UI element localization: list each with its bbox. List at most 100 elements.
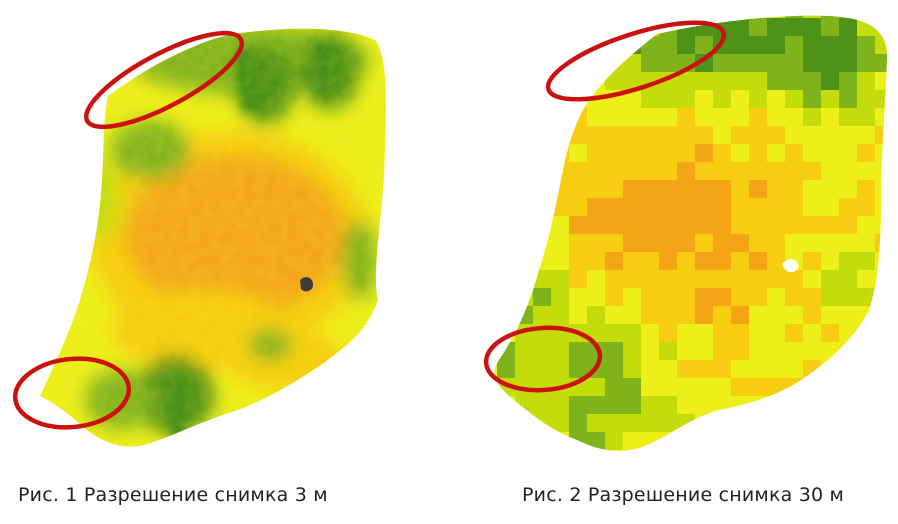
pixel-cell [497, 342, 516, 361]
pixel-cell [785, 162, 804, 181]
pixel-cell [587, 72, 606, 91]
pixel-cell [659, 252, 678, 271]
pixel-cell [551, 144, 570, 163]
pixel-cell [515, 36, 534, 55]
pixel-cell [731, 216, 750, 235]
pixel-cell [587, 54, 606, 73]
pixel-cell [587, 198, 606, 217]
pixel-cell [749, 90, 768, 109]
pixel-cell [623, 180, 642, 199]
pixel-cell [551, 36, 570, 55]
pixel-cell [857, 162, 876, 181]
pixel-cell [515, 288, 534, 307]
pixel-cell [785, 324, 804, 343]
pixel-cell [713, 432, 732, 451]
pixel-cell [605, 378, 624, 397]
pixel-cell [803, 288, 822, 307]
pixel-cell [641, 414, 660, 433]
pixel-cell [767, 396, 786, 415]
pixel-cell [605, 324, 624, 343]
pixel-cell [659, 180, 678, 199]
pixel-cell [695, 252, 714, 271]
pixel-cell [677, 234, 696, 253]
pixel-cell [677, 126, 696, 145]
pixel-cell [551, 180, 570, 199]
pixel-cell [641, 396, 660, 415]
pixel-cell [515, 432, 534, 451]
pixel-cell [893, 216, 898, 235]
pixel-cell [893, 324, 898, 343]
pixel-cell [803, 252, 822, 271]
pixel-cell [821, 468, 840, 470]
pixel-cell [767, 360, 786, 379]
pixel-cell [587, 270, 606, 289]
pixel-cell [731, 126, 750, 145]
highlight-ellipse-bottom [12, 356, 132, 430]
pixel-cell [659, 288, 678, 307]
pixel-cell [515, 414, 534, 433]
pixel-cell [857, 72, 876, 91]
pixel-cell [605, 450, 624, 451]
pixel-cell [821, 90, 840, 109]
pixel-cell [893, 162, 898, 181]
pixel-cell [623, 15, 642, 19]
pixel-cell [659, 414, 678, 433]
pixel-cell [875, 468, 894, 470]
pixel-cell [821, 432, 840, 451]
pixel-cell [857, 90, 876, 109]
pixel-cell [839, 180, 858, 199]
pixel-cell [533, 270, 552, 289]
pixel-cell [605, 234, 624, 253]
pixel-cell [494, 216, 498, 235]
pixel-cell [641, 198, 660, 217]
pixel-cell [551, 360, 570, 379]
pixel-cell [605, 360, 624, 379]
pixel-cell [497, 396, 516, 415]
pixel-cell [839, 18, 858, 37]
pixel-cell [857, 252, 876, 271]
pixel-cell [839, 360, 858, 379]
pixel-cell [731, 72, 750, 91]
pixel-cell [857, 270, 876, 289]
pixel-cell [695, 126, 714, 145]
pixel-cell [839, 144, 858, 163]
pixel-cell [641, 126, 660, 145]
pixel-cell [695, 396, 714, 415]
pixel-cell [713, 162, 732, 181]
pixel-cell [875, 288, 888, 307]
pixel-cell [713, 198, 732, 217]
pixel-cell [767, 270, 786, 289]
pixel-cell [713, 252, 732, 271]
pixel-cell [749, 72, 768, 91]
pixel-cell [821, 324, 840, 343]
pixel-cell [875, 90, 888, 109]
pixel-cell [569, 396, 588, 415]
pixel-cell [605, 54, 624, 73]
pixel-cell [893, 468, 898, 470]
pixel-cell [875, 54, 888, 73]
pixel-cell [821, 15, 840, 19]
pixel-cell [494, 360, 498, 379]
pixel-cell [767, 126, 786, 145]
pixel-cell [659, 126, 678, 145]
pixel-cell [875, 378, 888, 397]
pixel-cell [569, 126, 588, 145]
pixel-cell [569, 252, 588, 271]
pixel-cell [857, 216, 876, 235]
pixel-cell [731, 306, 750, 325]
pixel-cell [569, 180, 588, 199]
pixel-cell [749, 18, 768, 37]
dark-spot [300, 277, 314, 292]
pixel-cell [803, 72, 822, 91]
pixel-cell [803, 15, 822, 19]
pixel-cell [785, 396, 804, 415]
pixel-cell [623, 252, 642, 271]
pixel-cell [839, 252, 858, 271]
pixel-cell [839, 306, 858, 325]
pixel-cell [893, 342, 898, 361]
pixel-cell [731, 18, 750, 37]
pixel-cell [659, 90, 678, 109]
pixel-cell [857, 432, 876, 451]
pixel-cell [731, 288, 750, 307]
pixel-cell [494, 198, 498, 217]
